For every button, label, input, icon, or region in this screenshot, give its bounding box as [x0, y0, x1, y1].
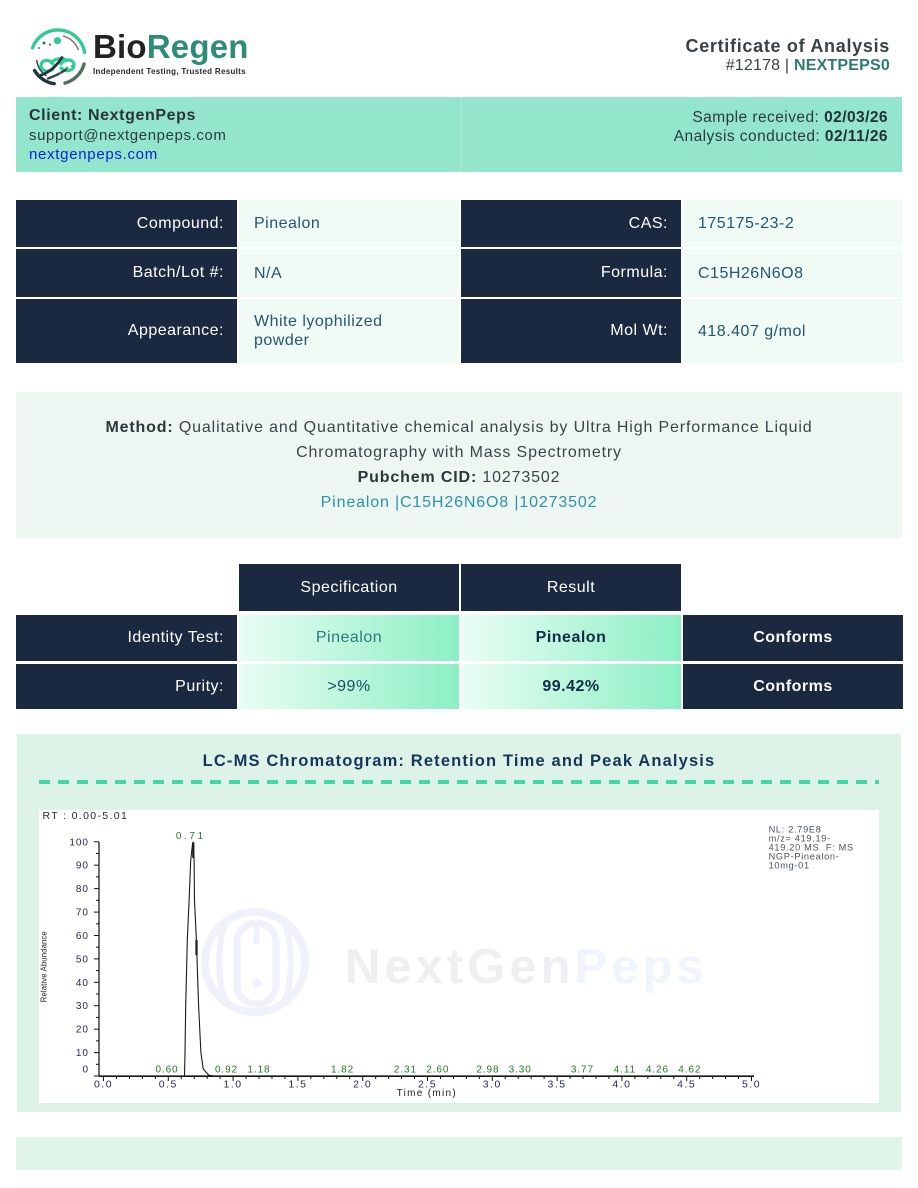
svg-text:m/z= 419.19-: m/z= 419.19-: [769, 834, 831, 844]
svg-text:1.18: 1.18: [247, 1065, 270, 1076]
svg-text:80: 80: [76, 884, 89, 895]
svg-text:2.60: 2.60: [426, 1065, 449, 1076]
svg-text:10: 10: [76, 1048, 89, 1059]
svg-text:90: 90: [76, 861, 89, 872]
svg-text:4.11: 4.11: [614, 1065, 636, 1076]
svg-text:RT : 0.00-5.01: RT : 0.00-5.01: [43, 810, 129, 822]
svg-text:60: 60: [76, 931, 89, 942]
svg-text:0.60: 0.60: [155, 1065, 178, 1076]
svg-text:2.5: 2.5: [418, 1079, 437, 1091]
svg-text:0.0: 0.0: [94, 1079, 113, 1091]
svg-text:2.0: 2.0: [353, 1079, 372, 1091]
svg-text:2.31: 2.31: [394, 1065, 417, 1076]
svg-text:Time (min): Time (min): [397, 1088, 457, 1099]
svg-text:1.82: 1.82: [331, 1065, 354, 1076]
svg-text:4.62: 4.62: [678, 1065, 701, 1076]
svg-text:5.0: 5.0: [742, 1079, 761, 1091]
svg-text:4.0: 4.0: [612, 1079, 631, 1091]
svg-text:10mg-01: 10mg-01: [769, 861, 810, 871]
svg-text:3.77: 3.77: [571, 1065, 594, 1076]
svg-text:3.30: 3.30: [509, 1065, 532, 1076]
svg-text:4.5: 4.5: [677, 1079, 696, 1091]
svg-text:4.26: 4.26: [646, 1065, 669, 1076]
svg-text:2.98: 2.98: [476, 1065, 499, 1076]
svg-text:1.0: 1.0: [224, 1079, 243, 1091]
svg-text:70: 70: [76, 908, 89, 919]
svg-text:NextGenPeps: NextGenPeps: [345, 940, 708, 994]
svg-text:NL: 2.79E8: NL: 2.79E8: [769, 825, 822, 835]
svg-text:3.0: 3.0: [483, 1079, 502, 1091]
svg-text:419.20 MS F: MS: 419.20 MS F: MS: [769, 843, 854, 853]
svg-text:3.5: 3.5: [548, 1079, 567, 1091]
svg-text:0: 0: [82, 1065, 89, 1076]
svg-text:100: 100: [69, 837, 89, 848]
svg-text:40: 40: [76, 978, 89, 989]
svg-text:20: 20: [76, 1025, 89, 1036]
svg-text:NGP-Pinealon-: NGP-Pinealon-: [769, 852, 840, 862]
svg-text:Relative Abundance: Relative Abundance: [40, 931, 49, 1002]
svg-text:1.5: 1.5: [288, 1079, 307, 1091]
svg-text:0.92: 0.92: [215, 1065, 238, 1076]
svg-text:50: 50: [76, 954, 89, 965]
svg-text:0.71: 0.71: [176, 831, 206, 842]
svg-text:0.5: 0.5: [159, 1079, 178, 1091]
svg-text:30: 30: [76, 1001, 89, 1012]
